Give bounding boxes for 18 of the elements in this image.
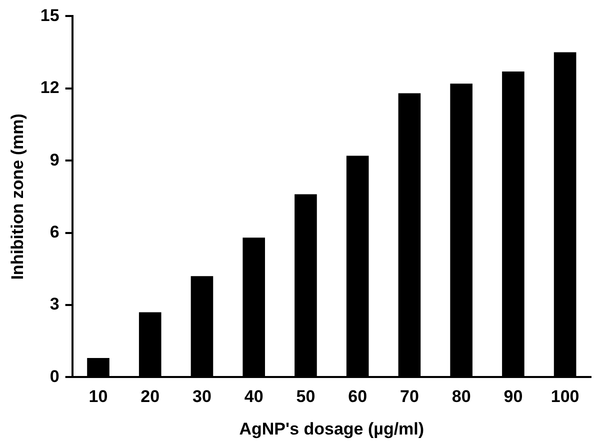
- x-tick-label: 10: [88, 387, 108, 406]
- y-tick-label: 6: [50, 222, 60, 242]
- y-tick-label: 0: [50, 366, 60, 386]
- x-tick-label: 100: [550, 387, 580, 406]
- y-tick-label: 15: [40, 6, 60, 25]
- x-tick-label: 30: [192, 387, 212, 406]
- x-tick-label: 70: [400, 387, 419, 406]
- y-tick-label: 12: [40, 78, 60, 98]
- y-tick-label: 9: [50, 150, 60, 170]
- y-axis-title: Inhibition zone (mm): [8, 114, 27, 280]
- x-tick-label: 50: [296, 387, 316, 406]
- x-tick-label: 20: [140, 387, 160, 406]
- x-tick-label: 90: [504, 387, 523, 406]
- x-tick-label: 80: [452, 387, 471, 406]
- x-axis-title: AgNP's dosage (µg/ml): [239, 419, 424, 438]
- y-tick-label: 3: [50, 294, 60, 314]
- x-tick-label: 60: [348, 387, 368, 406]
- x-tick-label: 40: [244, 387, 264, 406]
